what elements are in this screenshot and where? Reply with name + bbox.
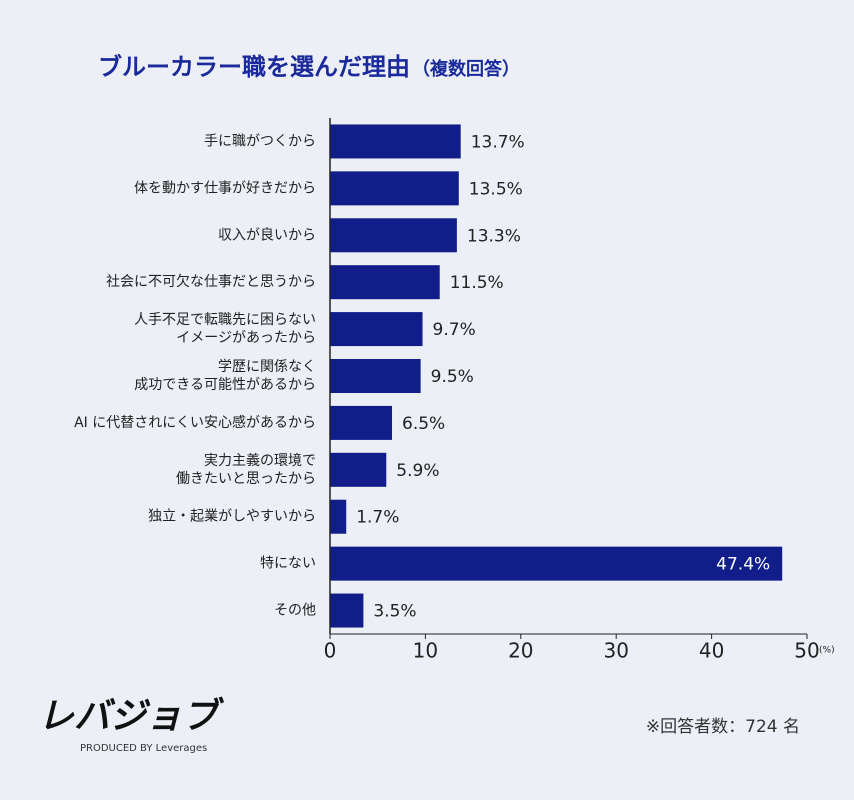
bar bbox=[330, 124, 461, 159]
bar bbox=[330, 312, 423, 347]
x-tick-label: 50 bbox=[794, 639, 819, 663]
bar bbox=[330, 359, 421, 393]
value-label: 6.5% bbox=[402, 414, 445, 434]
brand-tagline: PRODUCED BY Leverages bbox=[80, 743, 207, 754]
value-label: 13.3% bbox=[467, 226, 521, 246]
bar bbox=[330, 499, 347, 534]
chart-title: ブルーカラー職を選んだ理由 bbox=[98, 53, 410, 81]
value-label: 11.5% bbox=[450, 273, 504, 293]
x-tick-label: 10 bbox=[413, 639, 438, 663]
y-tick-label: AI に代替されにくい安心感があるから bbox=[74, 414, 316, 431]
bar bbox=[330, 171, 459, 206]
y-tick-label: イメージがあったから bbox=[176, 330, 316, 346]
bar bbox=[330, 265, 440, 300]
y-tick-label: 独立・起業がしやすいから bbox=[148, 509, 316, 525]
x-tick-label: 30 bbox=[603, 639, 628, 663]
y-tick-label: 収入が良いから bbox=[218, 227, 316, 243]
bar bbox=[330, 546, 783, 581]
bar bbox=[330, 452, 387, 487]
bar bbox=[330, 593, 364, 628]
y-tick-label: 人手不足で転職先に困らない bbox=[134, 312, 316, 328]
x-tick-label: 20 bbox=[508, 639, 533, 663]
y-tick-label: 学歴に関係なく bbox=[218, 359, 316, 375]
y-tick-label: 成功できる可能性があるから bbox=[134, 377, 316, 393]
y-tick-label: 手に職がつくから bbox=[204, 133, 316, 149]
x-tick-label: 40 bbox=[699, 639, 724, 663]
value-label: 13.5% bbox=[469, 179, 523, 199]
value-label: 3.5% bbox=[373, 602, 416, 622]
value-label: 9.5% bbox=[431, 367, 474, 387]
chart-subtitle: （複数回答） bbox=[412, 58, 520, 80]
value-label: 1.7% bbox=[356, 508, 399, 528]
x-unit: (%) bbox=[819, 646, 835, 656]
brand-logo: レバジョブ bbox=[38, 696, 224, 737]
value-label: 13.7% bbox=[471, 132, 525, 152]
note: ※回答者数：724 名 bbox=[646, 717, 800, 737]
x-tick-label: 0 bbox=[324, 639, 337, 663]
y-tick-label: 特にない bbox=[260, 556, 316, 572]
value-label: 9.7% bbox=[433, 320, 476, 340]
bar bbox=[330, 218, 457, 253]
value-label: 5.9% bbox=[396, 461, 439, 481]
y-tick-label: その他 bbox=[274, 603, 316, 619]
y-tick-label: 実力主義の環境で bbox=[204, 452, 316, 469]
bar bbox=[330, 405, 393, 440]
y-tick-label: 社会に不可欠な仕事だと思うから bbox=[106, 274, 316, 290]
value-label: 47.4% bbox=[716, 555, 770, 575]
y-tick-label: 体を動かす仕事が好きだから bbox=[134, 180, 316, 196]
y-tick-label: 働きたいと思ったから bbox=[176, 471, 316, 487]
